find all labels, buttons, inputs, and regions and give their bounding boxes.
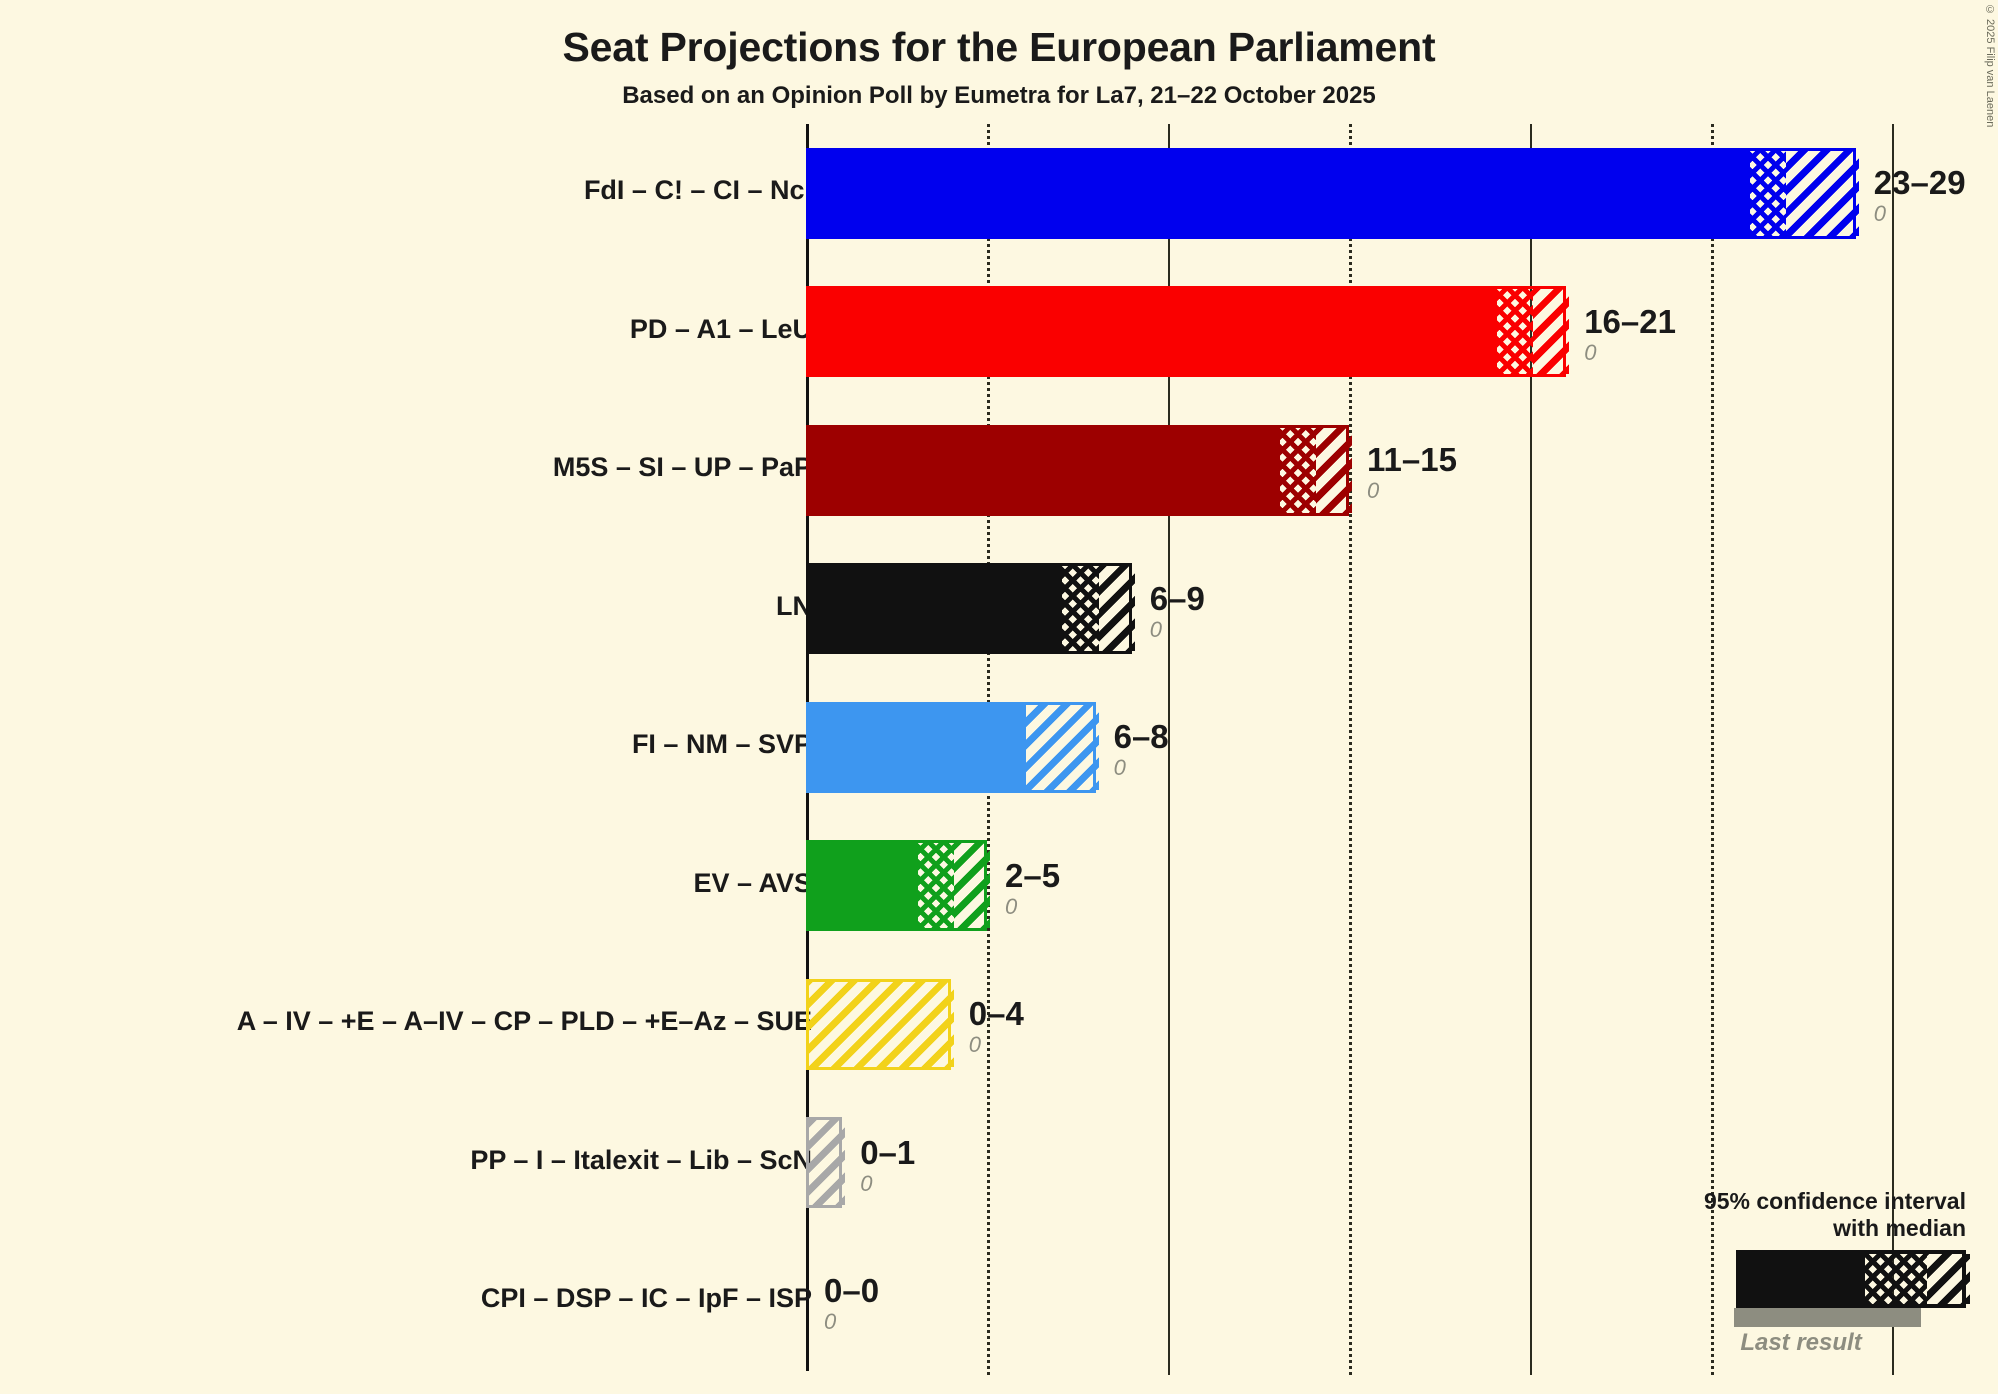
row-value-group: 11–15 0 [1367,443,1457,502]
row-last-result-value: 0 [1873,201,1887,227]
row-value-group: 23–29 0 [1874,166,1966,225]
confidence-interval-bar [806,286,1570,378]
row-value-group: 0–1 0 [860,1136,915,1195]
bar-segment-median-crosshatch [917,843,954,929]
bar-segment-upper-diagonal [1786,150,1859,236]
bar-segment-solid [809,427,1280,513]
row-value-range: 6–8 [1113,718,1169,756]
bar-segment-solid [809,704,1027,790]
row-last-result-value: 0 [1113,755,1126,781]
page-subtitle: Based on an Opinion Poll by Eumetra for … [622,82,1376,109]
row-value-range: 0–1 [860,1133,916,1171]
row-value-range: 23–29 [1873,164,1966,202]
legend-segment-upper-diagonal [1927,1254,1970,1305]
confidence-interval-bar [806,701,1099,793]
bar-segment-upper-diagonal [953,843,990,929]
bar-segment-median-crosshatch [1496,289,1533,375]
gridline-25 [1711,124,1714,1375]
row-value-group: 6–8 0 [1114,720,1169,779]
row-last-result-value: 0 [968,1032,982,1058]
row-label: FdI – C! – CI – NcI [583,175,812,206]
bar-segment-solid [809,843,918,929]
bar-segment-upper-diagonal [1315,427,1352,513]
row-value-group: 0–0 0 [824,1274,879,1333]
row-last-result-value: 0 [860,1170,873,1196]
row-last-result-value: 0 [1367,478,1380,504]
legend-swatch [1736,1250,1970,1309]
row-label: PP – I – Italexit – Lib – ScN [470,1144,812,1175]
row-last-result-value: 0 [1149,616,1163,642]
row-value-group: 0–4 0 [969,997,1024,1056]
bar-segment-upper-diagonal [809,981,954,1067]
row-value-range: 0–4 [968,995,1024,1033]
bar-segment-upper-diagonal [1533,289,1570,375]
legend-last-result-swatch [1734,1308,1921,1328]
row-value-range: 6–9 [1149,579,1205,617]
row-label: CPI – DSP – IC – IpF – ISP [480,1283,812,1314]
confidence-interval-bar [806,424,1352,516]
confidence-interval-bar [806,978,954,1070]
row-label: EV – AVS [693,867,812,898]
bar-segment-solid [809,150,1751,236]
row-last-result-value: 0 [824,1309,837,1335]
row-value-range: 11–15 [1367,441,1457,479]
legend-segment-median-crosshatch [1865,1254,1927,1305]
gridline-10 [1168,124,1170,1375]
row-last-result-value: 0 [1584,339,1597,365]
legend-line-1: 95% confidence interval [1703,1188,1966,1214]
bar-segment-median-crosshatch [1750,150,1787,236]
bar-segment-median-crosshatch [1279,427,1316,513]
row-label: PD – A1 – LeU [629,313,812,344]
confidence-interval-bar [806,563,1135,655]
legend-segment-solid [1740,1254,1865,1305]
legend-line-2: with median [1833,1215,1966,1242]
bar-segment-median-crosshatch [1062,566,1099,652]
row-value-range: 2–5 [1005,856,1061,894]
bar-segment-solid [809,566,1063,652]
bar-segment-solid [809,289,1497,375]
confidence-interval-bar [806,840,990,932]
gridline-20 [1530,124,1532,1375]
page-title: Seat Projections for the European Parlia… [562,24,1436,70]
bar-segment-upper-diagonal [1098,566,1135,652]
chart-legend: 95% confidence interval with median Last… [1636,1188,1970,1357]
confidence-interval-bar [806,1117,846,1209]
confidence-interval-bar [806,147,1859,239]
row-value-range: 16–21 [1584,302,1676,340]
gridline-15 [1349,124,1352,1375]
copyright-notice: © 2025 Filip van Laenen [1984,4,1996,128]
row-value-group: 16–21 0 [1584,305,1676,364]
row-label: A – IV – +E – A–IV – CP – PLD – +E–Az – … [236,1006,812,1037]
gridline-30 [1892,124,1894,1375]
row-last-result-value: 0 [1005,893,1018,919]
row-label: FI – NM – SVP [631,729,812,760]
bar-segment-upper-diagonal [809,1120,846,1206]
row-value-range: 0–0 [824,1272,880,1310]
row-label: M5S – SI – UP – PaP [552,452,812,483]
row-value-group: 6–9 0 [1150,582,1205,641]
legend-last-result-label: Last result [1740,1329,1862,1357]
bar-segment-upper-diagonal [1026,704,1099,790]
row-value-group: 2–5 0 [1005,859,1060,918]
